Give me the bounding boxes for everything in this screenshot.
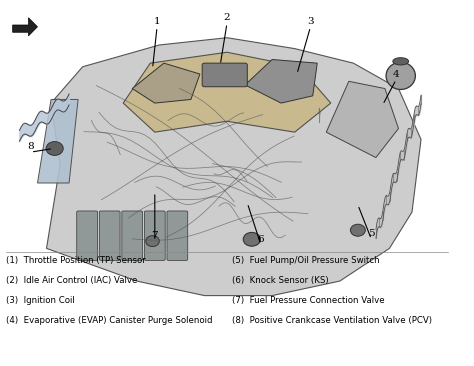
Text: (2)  Idle Air Control (IAC) Valve: (2) Idle Air Control (IAC) Valve <box>6 276 137 285</box>
Polygon shape <box>37 100 78 183</box>
Text: 8: 8 <box>27 142 34 151</box>
Text: 7: 7 <box>152 231 158 240</box>
FancyBboxPatch shape <box>77 211 98 260</box>
FancyBboxPatch shape <box>202 63 247 87</box>
Text: 2: 2 <box>224 13 230 22</box>
Text: 3: 3 <box>307 17 314 26</box>
Ellipse shape <box>146 236 159 247</box>
Polygon shape <box>123 52 331 132</box>
Text: (5)  Fuel Pump/Oil Pressure Switch: (5) Fuel Pump/Oil Pressure Switch <box>231 255 379 265</box>
Polygon shape <box>326 81 399 158</box>
FancyBboxPatch shape <box>100 211 120 260</box>
Ellipse shape <box>243 232 260 246</box>
Ellipse shape <box>350 224 365 236</box>
Text: (3)  Ignition Coil: (3) Ignition Coil <box>6 296 74 305</box>
Text: (7)  Fuel Pressure Connection Valve: (7) Fuel Pressure Connection Valve <box>231 296 384 305</box>
FancyBboxPatch shape <box>145 211 165 260</box>
Polygon shape <box>13 18 37 36</box>
Text: (8)  Positive Crankcase Ventilation Valve (PCV): (8) Positive Crankcase Ventilation Valve… <box>231 315 431 325</box>
Ellipse shape <box>393 58 409 65</box>
FancyBboxPatch shape <box>122 211 143 260</box>
Polygon shape <box>46 38 421 296</box>
Text: (1)  Throttle Position (TP) Sensor: (1) Throttle Position (TP) Sensor <box>6 255 146 265</box>
Text: 4: 4 <box>393 70 400 79</box>
Polygon shape <box>132 63 200 103</box>
Text: 5: 5 <box>368 229 375 238</box>
Text: (6)  Knock Sensor (KS): (6) Knock Sensor (KS) <box>231 276 328 285</box>
Text: (4)  Evaporative (EVAP) Canister Purge Solenoid: (4) Evaporative (EVAP) Canister Purge So… <box>6 315 212 325</box>
Ellipse shape <box>386 62 415 89</box>
Text: 1: 1 <box>154 17 160 26</box>
Polygon shape <box>245 60 317 103</box>
Ellipse shape <box>46 142 63 156</box>
FancyBboxPatch shape <box>167 211 188 260</box>
Text: 6: 6 <box>257 235 264 244</box>
